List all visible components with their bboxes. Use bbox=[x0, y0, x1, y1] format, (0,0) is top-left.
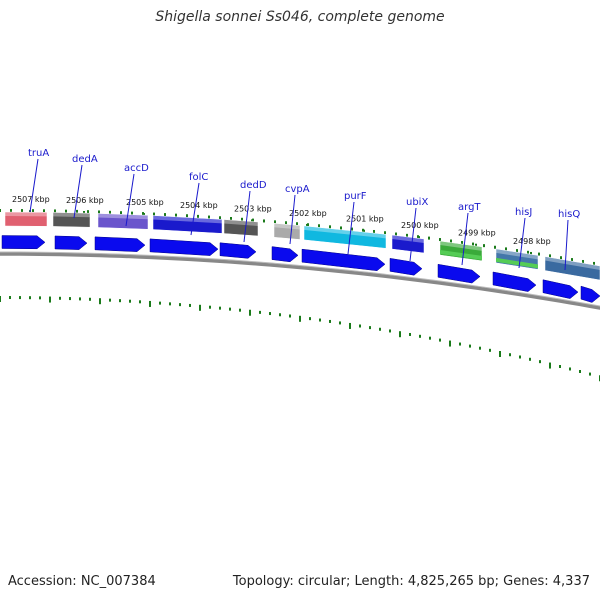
cds-arrow-track bbox=[1, 235, 600, 303]
cds-arrow bbox=[437, 263, 481, 284]
feature-green-band bbox=[496, 257, 538, 269]
feature-highlight bbox=[53, 212, 90, 218]
gene-label: dedD bbox=[240, 180, 267, 191]
feature-green-band bbox=[440, 250, 482, 260]
tick-label: 2507 kbp bbox=[12, 195, 50, 204]
gene-leader-line bbox=[347, 201, 355, 255]
feature-highlight bbox=[392, 235, 424, 243]
cds-arrow bbox=[301, 248, 386, 271]
feature-highlight bbox=[545, 256, 600, 270]
feature-highlight bbox=[224, 219, 258, 226]
gene-leader-line bbox=[243, 190, 251, 243]
cds-arrow bbox=[492, 271, 537, 292]
tick-label: 2500 kbp bbox=[401, 221, 439, 230]
gene-label: cvpA bbox=[285, 184, 310, 195]
feature-highlight bbox=[5, 212, 47, 217]
gene-leader-line bbox=[125, 173, 135, 227]
feature-box bbox=[4, 211, 48, 227]
map-title: Shigella sonnei Ss046, complete genome bbox=[155, 9, 445, 25]
feature-box bbox=[303, 225, 387, 249]
tick-label: 2502 kbp bbox=[289, 209, 327, 218]
feature-box bbox=[97, 213, 149, 230]
gene-label: accD bbox=[124, 163, 149, 174]
cds-arrow bbox=[580, 285, 600, 303]
feature-box bbox=[273, 222, 301, 240]
cds-arrow bbox=[542, 279, 579, 299]
gene-leader-line bbox=[73, 164, 83, 219]
cds-arrow bbox=[54, 235, 88, 250]
feature-highlight bbox=[153, 215, 222, 224]
gene-label: folC bbox=[189, 172, 208, 183]
tick-label: 2498 kbp bbox=[513, 237, 551, 246]
topology-text: Topology: circular; Length: 4,825,265 bp… bbox=[232, 574, 590, 589]
gene-leader-line bbox=[289, 194, 296, 245]
gene-leader-line bbox=[461, 212, 469, 266]
cds-arrow bbox=[271, 246, 299, 263]
feature-box bbox=[52, 212, 91, 228]
gene-label: ubiX bbox=[406, 197, 428, 208]
feature-highlight bbox=[496, 248, 538, 260]
gene-leader-line bbox=[409, 207, 417, 262]
gene-leader-line bbox=[564, 219, 569, 271]
feature-box bbox=[544, 256, 600, 281]
feature-highlight bbox=[98, 213, 148, 220]
feature-box bbox=[152, 215, 223, 234]
gene-label: hisJ bbox=[515, 207, 532, 218]
tick-label: 2505 kbp bbox=[126, 198, 164, 207]
tick-label: 2503 kbp bbox=[234, 204, 272, 213]
cds-arrow bbox=[94, 236, 146, 252]
gene-leader-line bbox=[190, 182, 200, 236]
feature-highlight bbox=[440, 241, 482, 251]
cds-arrow bbox=[219, 242, 257, 259]
tick-label: 2506 kbp bbox=[66, 196, 104, 205]
gene-label: truA bbox=[28, 148, 49, 159]
cds-arrow bbox=[1, 235, 46, 250]
backbone-rim bbox=[0, 252, 600, 310]
cds-arrow bbox=[149, 238, 219, 256]
feature-highlight bbox=[304, 225, 386, 239]
feature-box bbox=[391, 234, 425, 254]
gene-label: argT bbox=[458, 202, 481, 213]
gene-leader-line bbox=[29, 158, 39, 213]
gene-leader-line bbox=[518, 217, 526, 269]
tick-label: 2501 kbp bbox=[346, 215, 384, 224]
gene-label: dedA bbox=[72, 154, 98, 165]
accession-text: Accession: NC_007384 bbox=[8, 574, 156, 589]
gene-label: hisQ bbox=[558, 209, 580, 220]
genome-backbone bbox=[0, 228, 600, 310]
feature-track bbox=[4, 211, 600, 281]
cds-arrow bbox=[389, 258, 423, 276]
gene-labels: truA dedA accD folC dedD cvpA purF ubiX argT hisJ… bbox=[28, 148, 580, 271]
feature-highlight bbox=[274, 223, 300, 230]
tick-label: 2504 kbp bbox=[180, 201, 218, 210]
gene-label: purF bbox=[344, 191, 367, 202]
tick-label: 2499 kbp bbox=[458, 229, 496, 238]
backbone-rim-highlight bbox=[0, 251, 600, 307]
